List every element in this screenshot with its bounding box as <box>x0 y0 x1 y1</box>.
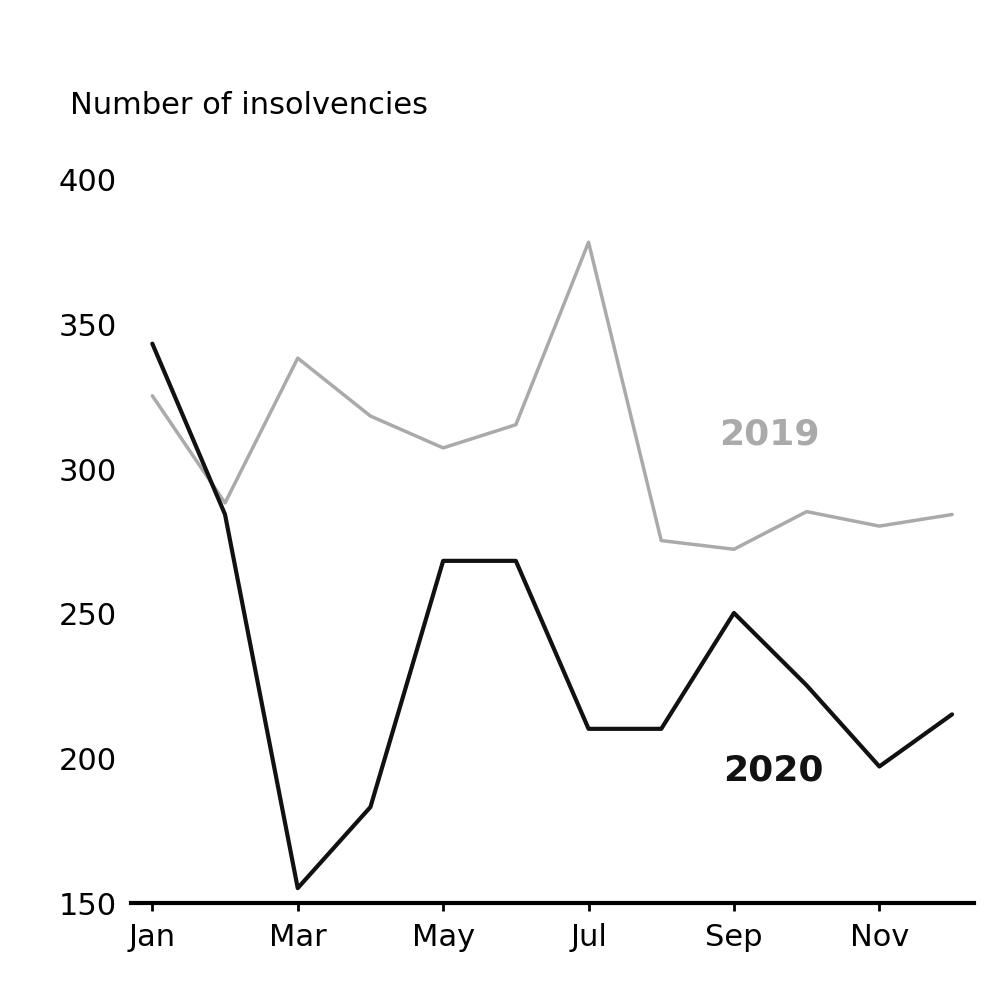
Text: Number of insolvencies: Number of insolvencies <box>70 91 428 120</box>
Text: 2020: 2020 <box>722 752 822 786</box>
Text: 2019: 2019 <box>719 417 819 451</box>
